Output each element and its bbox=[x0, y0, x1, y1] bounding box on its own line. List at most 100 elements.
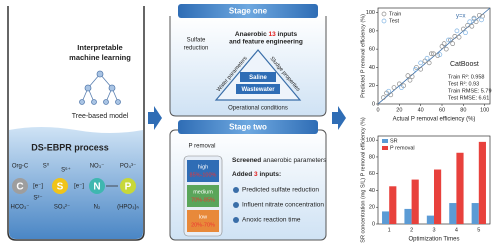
y-tick-label: 100 bbox=[366, 138, 375, 144]
species: Org-C bbox=[12, 164, 29, 170]
process-title: DS-EBPR process bbox=[31, 142, 109, 152]
point bbox=[431, 51, 436, 57]
bar bbox=[404, 208, 412, 224]
level-name: high bbox=[198, 164, 208, 170]
stage-one-title: Stage one bbox=[229, 7, 268, 16]
species: NO₃⁻ bbox=[90, 164, 105, 170]
text: inputs: bbox=[258, 171, 281, 178]
point bbox=[471, 16, 477, 22]
level-high bbox=[187, 160, 219, 182]
point bbox=[424, 55, 430, 61]
electron: [e⁻] bbox=[33, 184, 43, 190]
added-text: Added 3 inputs: bbox=[232, 171, 281, 178]
level-name: low bbox=[199, 214, 207, 220]
input-item: Predicted sulfate reduction bbox=[242, 187, 319, 194]
y-tick-label: 40 bbox=[369, 65, 375, 71]
input-item: Influent nitrate concentration bbox=[242, 202, 324, 209]
input-item: Anoxic reaction time bbox=[242, 217, 301, 224]
point bbox=[439, 44, 445, 49]
x-tick-label: 40 bbox=[418, 107, 424, 113]
legend-label: Train bbox=[389, 11, 401, 17]
center-label: Wastewater bbox=[241, 87, 275, 93]
point bbox=[435, 53, 441, 58]
point bbox=[418, 66, 424, 72]
left-panel: Interpretable machine learning Tree-base… bbox=[7, 6, 145, 241]
species: PO₄³⁻ bbox=[120, 164, 136, 170]
liquid bbox=[9, 127, 143, 239]
point bbox=[446, 37, 451, 43]
x-tick-label: 4 bbox=[455, 227, 458, 233]
point bbox=[412, 66, 418, 72]
stage-two-title: Stage two bbox=[229, 123, 267, 132]
y-tick-label: 100 bbox=[366, 10, 375, 16]
stage-header bbox=[178, 4, 318, 18]
x-tick-label: 80 bbox=[460, 107, 466, 113]
legend-marker bbox=[381, 18, 387, 24]
species: S²⁻ bbox=[33, 196, 42, 202]
s-circle bbox=[52, 178, 68, 194]
annotation: CatBoost bbox=[450, 61, 479, 68]
bar bbox=[411, 179, 419, 224]
species: S⁶⁺ bbox=[61, 167, 71, 174]
y-tick-label: 80 bbox=[369, 154, 375, 160]
bar bbox=[434, 169, 442, 224]
stage-header bbox=[178, 120, 318, 134]
bar bbox=[478, 141, 486, 224]
species: HCO₃⁻ bbox=[11, 205, 30, 211]
y-tick-label: 20 bbox=[369, 83, 375, 89]
point bbox=[441, 41, 447, 47]
species: N₂ bbox=[94, 205, 101, 211]
ml-title: machine learning bbox=[69, 53, 131, 62]
level-range: 20%-70% bbox=[191, 222, 215, 228]
saline-box bbox=[240, 72, 276, 82]
point bbox=[418, 60, 424, 66]
point bbox=[467, 19, 473, 25]
x-axis-label: Actual P removal efficiency (%) bbox=[393, 117, 476, 123]
text: inputs bbox=[276, 31, 298, 38]
point bbox=[479, 17, 484, 23]
plot-frame bbox=[377, 7, 491, 105]
point bbox=[426, 60, 432, 66]
text: Anaerobic bbox=[235, 31, 269, 38]
arrow bbox=[332, 106, 346, 130]
c-circle bbox=[12, 178, 28, 194]
inputs-text: and feature engineering bbox=[229, 39, 303, 46]
x-tick-label: 20 bbox=[396, 107, 402, 113]
point bbox=[422, 58, 428, 64]
x-tick-label: 5 bbox=[477, 227, 480, 233]
count: 13 bbox=[269, 31, 277, 38]
count: 3 bbox=[254, 171, 258, 178]
element: C bbox=[16, 182, 23, 193]
arrow bbox=[148, 106, 162, 130]
point bbox=[456, 34, 462, 40]
point bbox=[407, 77, 413, 83]
bar bbox=[449, 203, 457, 224]
y-tick-label: 80 bbox=[369, 28, 375, 34]
point bbox=[391, 85, 397, 90]
x-tick-label: 2 bbox=[410, 227, 413, 233]
x-axis-label: Optimization Times bbox=[408, 237, 459, 243]
bar bbox=[389, 186, 397, 224]
annotation: Test RMSE: 6.61 bbox=[448, 95, 489, 101]
y-tick-label: 0 bbox=[372, 101, 375, 107]
point bbox=[452, 33, 458, 39]
x-tick-label: 0 bbox=[376, 107, 379, 113]
point bbox=[437, 52, 443, 57]
annotation: Train R²: 0.958 bbox=[448, 74, 484, 80]
text: anaerobic parameters bbox=[261, 157, 327, 164]
species: S⁰ bbox=[43, 163, 50, 170]
y-tick-label: 60 bbox=[369, 171, 375, 177]
point bbox=[476, 12, 482, 18]
wastewater-box bbox=[236, 84, 280, 94]
screened-text: Screened anaerobic parameters bbox=[232, 157, 327, 164]
species: SO₄²⁻ bbox=[54, 205, 70, 211]
p-circle bbox=[120, 178, 136, 194]
text: Added bbox=[232, 171, 254, 178]
point bbox=[469, 23, 475, 29]
point bbox=[465, 23, 470, 28]
bullet bbox=[233, 202, 239, 208]
model-label: Tree-based model bbox=[72, 113, 129, 120]
bar bbox=[426, 215, 434, 224]
level-low bbox=[187, 210, 219, 232]
